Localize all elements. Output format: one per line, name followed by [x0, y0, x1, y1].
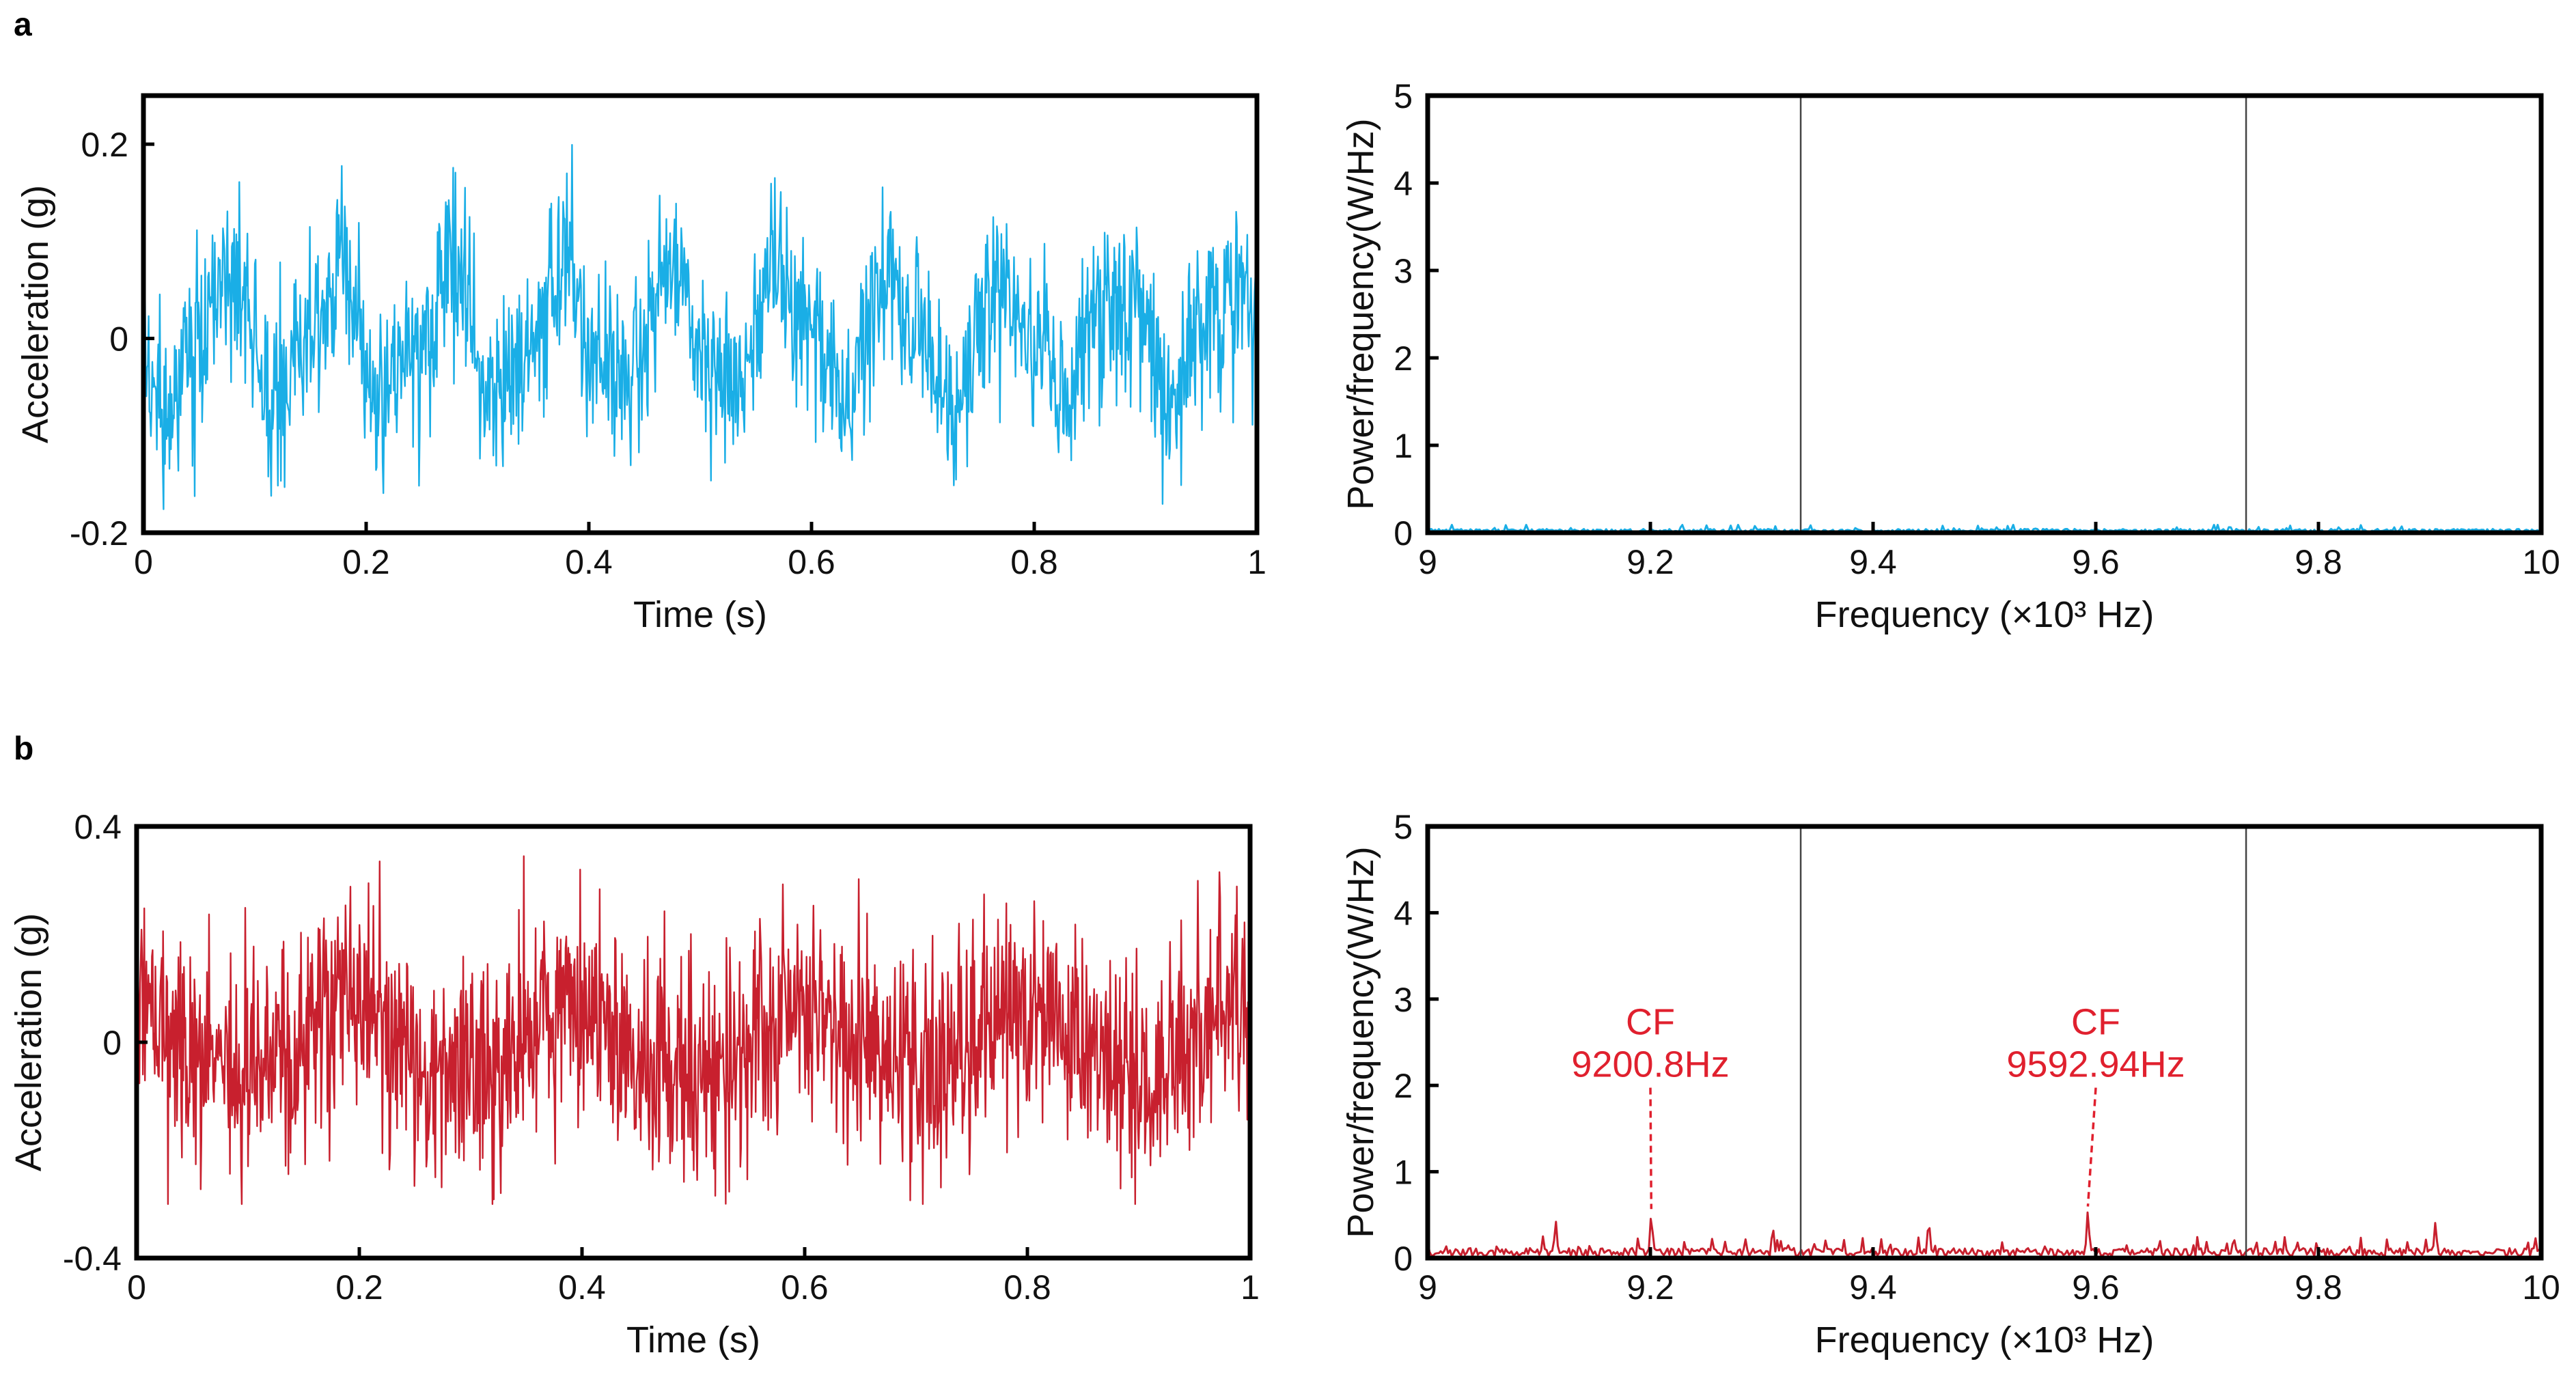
chart-b-psd: 9 9.2 9.4 9.6 9.8 10 0 1 2 3 4 5 Frequency (×10³ Hz)… — [1340, 808, 2560, 1361]
y-axis-label: Acceleration (g) — [15, 185, 56, 443]
annotation-leader-0 — [1649, 1087, 1653, 1210]
y-tick-label: -0.2 — [70, 514, 128, 553]
y-tick-label: 0 — [1394, 514, 1413, 553]
y-tick-label: 0.4 — [74, 808, 122, 846]
y-tick-label: 1 — [1394, 427, 1413, 465]
series-line-b-psd — [1428, 1211, 2541, 1257]
x-tick-label: 9 — [1418, 1268, 1437, 1307]
axes-box — [1425, 824, 2544, 1261]
panel-label-a: a — [14, 7, 32, 43]
y-axis-label: Acceleration (g) — [8, 913, 49, 1171]
annotation-value-1: 9592.94Hz — [2006, 1044, 2185, 1085]
x-tick-label: 9.6 — [2072, 543, 2120, 581]
x-tick-label: 9.6 — [2072, 1268, 2120, 1307]
x-tick-label: 0.8 — [1003, 1268, 1051, 1307]
axes-box — [1425, 93, 2544, 535]
x-tick-label: 0.4 — [558, 1268, 606, 1307]
y-tick-label: 3 — [1394, 981, 1413, 1019]
axes-box — [141, 93, 1260, 535]
x-tick-label: 0.8 — [1010, 543, 1058, 581]
x-tick-label: 9.4 — [1849, 1268, 1897, 1307]
y-tick-label: 0.2 — [81, 126, 128, 164]
y-axis-label: Power/frequency(W/Hz) — [1340, 846, 1381, 1238]
y-tick-label: 1 — [1394, 1154, 1413, 1192]
y-tick-label: 5 — [1394, 77, 1413, 115]
x-tick-label: 9.4 — [1849, 543, 1897, 581]
x-tick-label: 0.2 — [335, 1268, 383, 1307]
y-tick-label: 0 — [102, 1024, 122, 1062]
y-tick-label: 3 — [1394, 252, 1413, 290]
y-tick-label: 0 — [1394, 1240, 1413, 1278]
chart-a-psd: 9 9.2 9.4 9.6 9.8 10 0 1 2 3 4 5 Frequency (×10³ Hz)… — [1340, 77, 2560, 635]
y-tick-label: 4 — [1394, 894, 1413, 932]
y-tick-label: 5 — [1394, 808, 1413, 846]
x-tick-label: 0.4 — [565, 543, 613, 581]
x-tick-label: 9.8 — [2295, 543, 2342, 581]
x-tick-label: 9.2 — [1626, 543, 1674, 581]
y-axis-label: Power/frequency(W/Hz) — [1340, 118, 1381, 510]
x-axis-label: Time (s) — [633, 594, 767, 635]
annotation-title-0: CF — [1626, 1002, 1675, 1043]
x-tick-label: 1 — [1247, 543, 1266, 581]
x-tick-label: 9.8 — [2295, 1268, 2342, 1307]
x-tick-label: 1 — [1241, 1268, 1260, 1307]
x-tick-label: 0 — [134, 543, 153, 581]
annotation-value-0: 9200.8Hz — [1571, 1044, 1729, 1085]
y-tick-label: -0.4 — [63, 1240, 122, 1278]
x-tick-label: 0.6 — [788, 543, 835, 581]
x-tick-label: 0.6 — [781, 1268, 829, 1307]
x-tick-label: 9.2 — [1626, 1268, 1674, 1307]
panel-label-b: b — [14, 731, 33, 767]
x-tick-label: 10 — [2522, 543, 2560, 581]
x-tick-label: 0.2 — [342, 543, 390, 581]
annotation-title-1: CF — [2071, 1002, 2120, 1043]
x-tick-label: 9 — [1418, 543, 1437, 581]
series-line-b-time — [137, 855, 1250, 1205]
x-tick-label: 0 — [127, 1268, 146, 1307]
y-tick-label: 2 — [1394, 1067, 1413, 1105]
x-axis-label: Frequency (×10³ Hz) — [1815, 594, 2155, 635]
annotation-leader-1 — [2086, 1087, 2097, 1207]
y-tick-label: 4 — [1394, 165, 1413, 203]
x-tick-label: 10 — [2522, 1268, 2560, 1307]
x-axis-label: Time (s) — [626, 1320, 760, 1361]
y-tick-label: 2 — [1394, 339, 1413, 378]
x-axis-label: Frequency (×10³ Hz) — [1815, 1320, 2155, 1361]
series-line-a-time — [143, 143, 1257, 510]
y-tick-label: 0 — [109, 320, 128, 359]
